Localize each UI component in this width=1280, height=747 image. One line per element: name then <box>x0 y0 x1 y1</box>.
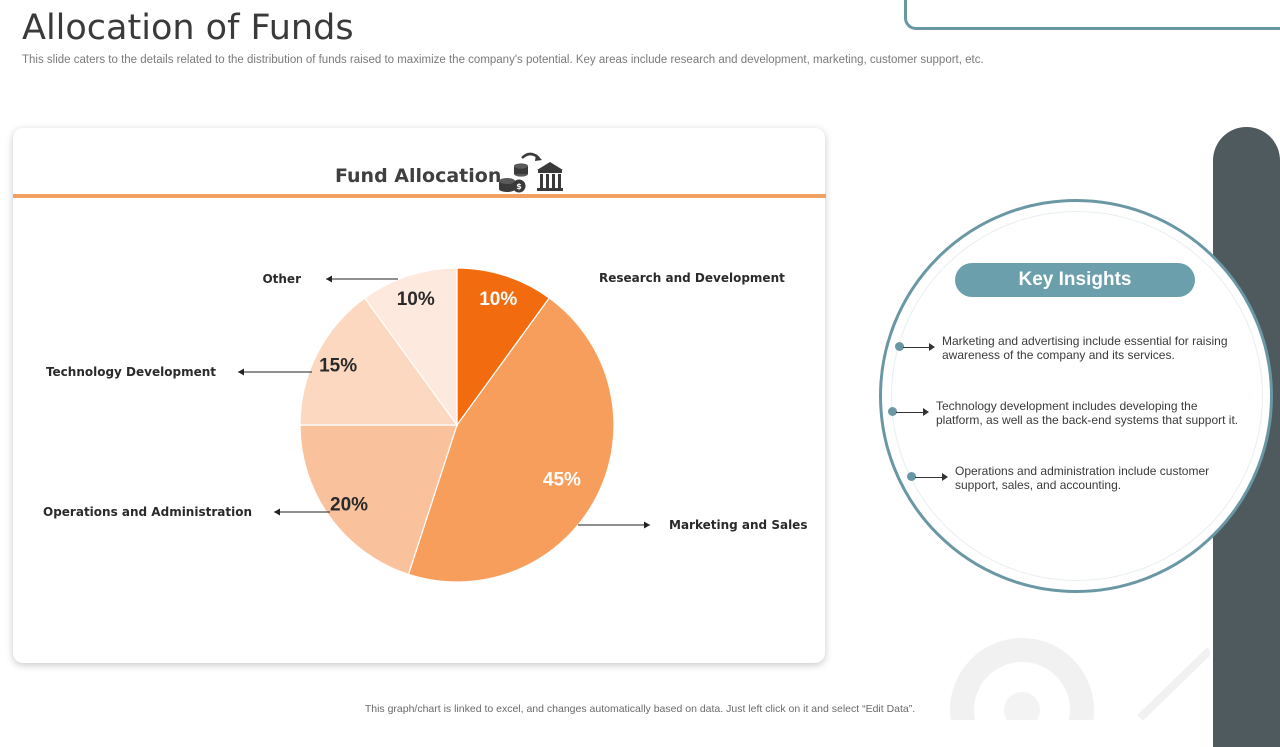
insight-connector <box>903 347 929 348</box>
insight-item: Marketing and advertising include essent… <box>942 334 1228 362</box>
insight-bullet-icon <box>895 342 904 351</box>
pie-value-label: 10% <box>479 289 517 310</box>
insight-item: Operations and administration include cu… <box>955 464 1210 492</box>
money-transfer-bank-icon: $ <box>499 152 563 193</box>
footer-note: This graph/chart is linked to excel, and… <box>364 703 916 715</box>
page-title: Allocation of Funds <box>22 8 354 48</box>
pie-value-label: 10% <box>397 289 435 310</box>
svg-text:$: $ <box>516 182 522 191</box>
insight-connector <box>896 412 923 413</box>
insights-heading: Key Insights <box>955 263 1195 297</box>
bottom-decorative-circles <box>950 638 1210 720</box>
arrow-right-icon <box>923 408 929 416</box>
top-decorative-frame <box>904 0 1280 30</box>
arrow-head-icon <box>326 275 332 283</box>
pie-category-label: Research and Development <box>599 271 785 285</box>
pie-value-label: 20% <box>330 494 368 515</box>
pie-slice <box>299 297 459 426</box>
arrow-right-icon <box>942 473 948 481</box>
pie-category-label: Other <box>262 272 301 286</box>
pie-slice <box>299 424 458 576</box>
insight-connector <box>915 477 942 478</box>
chart-title: Fund Allocation <box>335 165 502 187</box>
page-subtitle: This slide caters to the details related… <box>22 54 984 66</box>
pie-slice <box>363 267 458 427</box>
pie-category-label: Marketing and Sales <box>669 518 807 532</box>
pie-chart: 10% Research and Development 45% Marketing … <box>43 267 807 583</box>
arrow-head-icon <box>238 368 244 376</box>
pie-value-label: 15% <box>319 355 357 376</box>
insight-bullet-icon <box>888 407 897 416</box>
arrow-head-icon <box>274 508 280 516</box>
arrow-right-icon <box>929 343 935 351</box>
pie-slice <box>456 267 551 427</box>
insight-bullet-icon <box>907 472 916 481</box>
pie-slice <box>407 297 615 583</box>
pie-category-label: Operations and Administration <box>43 505 252 519</box>
insights-panel-inner-ring <box>891 211 1263 581</box>
chart-title-rule <box>13 194 826 198</box>
arrow-head-icon <box>644 521 650 529</box>
insight-item: Technology development includes developi… <box>936 399 1239 427</box>
pie-value-label: 45% <box>543 469 581 490</box>
pie-category-label: Technology Development <box>46 365 216 379</box>
